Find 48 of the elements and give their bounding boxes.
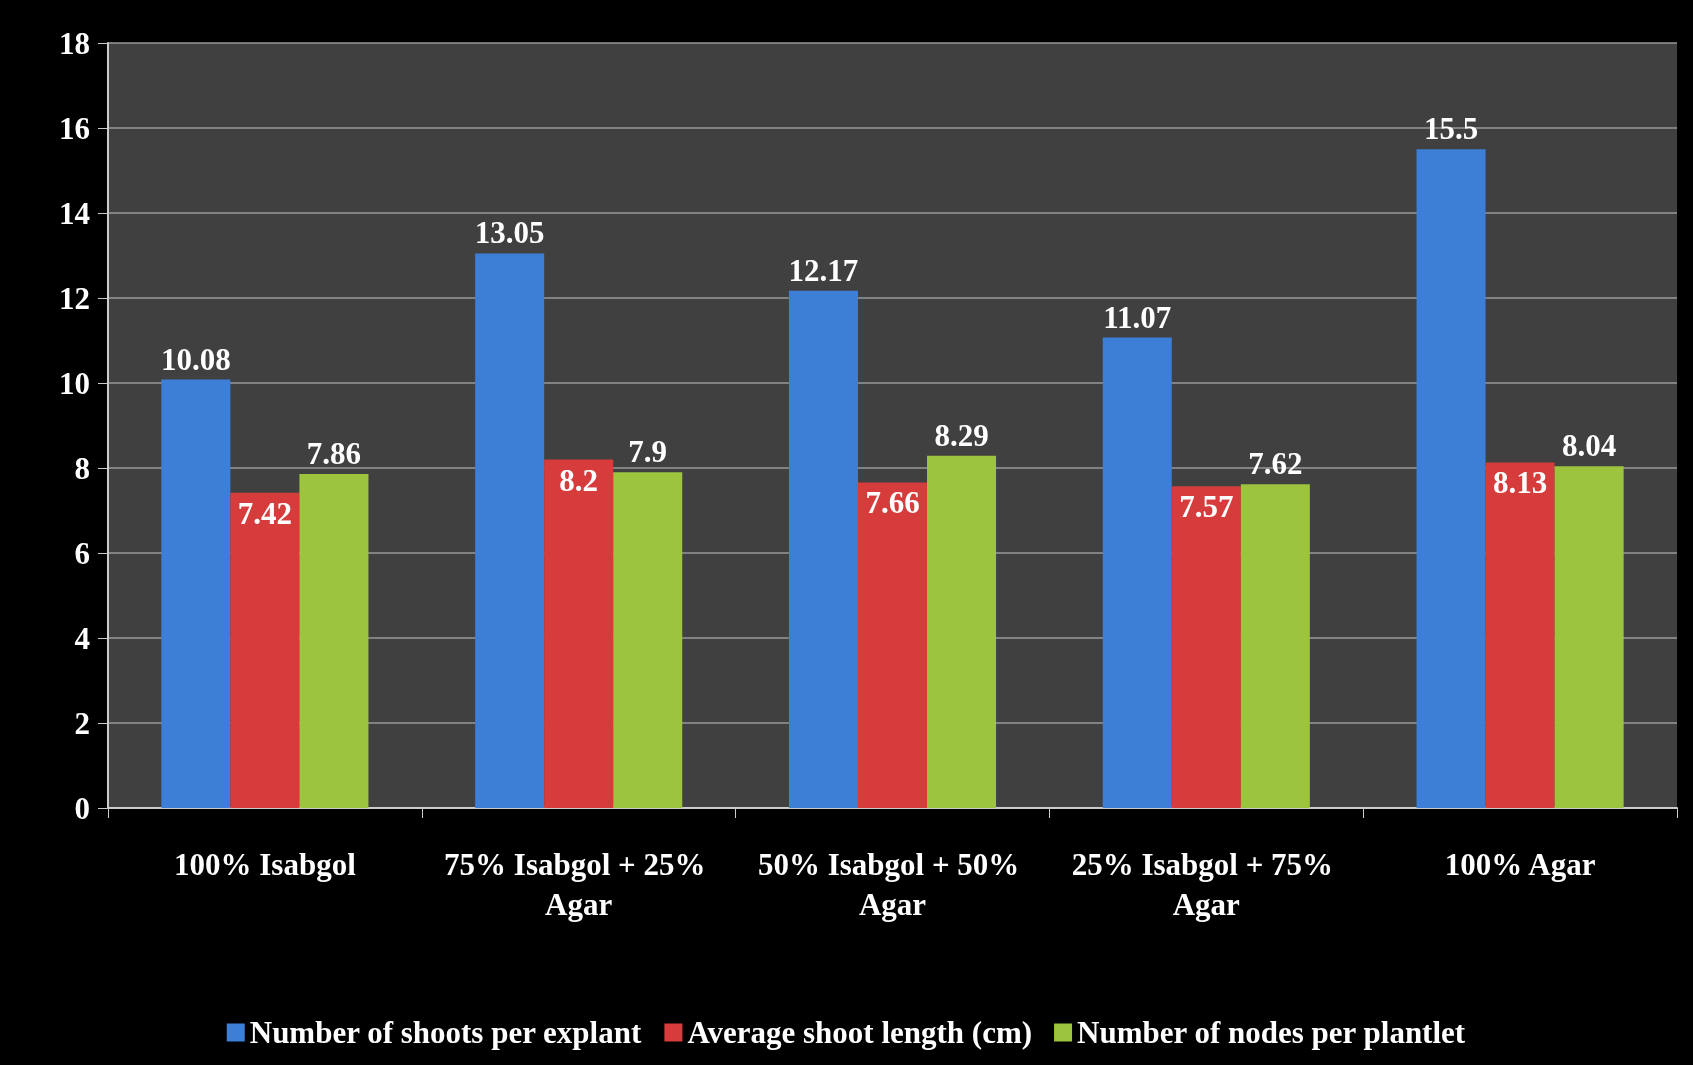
data-label: 8.2 (559, 462, 599, 498)
data-label: 7.86 (306, 435, 362, 471)
legend-label: Average shoot length (cm) (687, 1015, 1033, 1050)
x-tick-label: 25% Isabgol + 75% Agar (1071, 846, 1341, 922)
data-label: 7.9 (628, 434, 668, 470)
bar (1485, 462, 1555, 808)
bar (1554, 466, 1624, 808)
bar (1171, 486, 1241, 808)
data-label: 13.05 (474, 215, 545, 251)
y-tick-label: 10 (59, 365, 90, 401)
bar (475, 253, 545, 808)
data-label: 7.57 (1179, 489, 1234, 525)
y-tick-label: 14 (59, 195, 90, 231)
data-label: 12.17 (788, 252, 859, 288)
y-tick-label: 16 (59, 110, 90, 146)
bar (299, 473, 369, 808)
data-label: 7.42 (237, 495, 293, 531)
data-label: 7.62 (1248, 446, 1303, 482)
data-label: 10.08 (160, 341, 231, 377)
y-tick-label: 0 (74, 790, 90, 826)
data-label: 8.29 (934, 417, 989, 453)
data-label: 11.07 (1103, 299, 1172, 335)
y-tick-label: 2 (74, 705, 90, 741)
y-tick-label: 6 (74, 535, 90, 571)
x-tick-label: 100% Agar (1444, 846, 1596, 882)
bar (857, 482, 928, 808)
legend-label: Number of nodes per plantlet (1077, 1015, 1466, 1050)
data-label: 7.66 (865, 485, 920, 521)
bar (161, 379, 231, 808)
bar (230, 492, 300, 808)
bar (1240, 484, 1310, 808)
y-tick-label: 8 (74, 450, 90, 486)
y-tick-label: 12 (59, 280, 90, 316)
y-tick-label: 4 (74, 620, 90, 656)
x-tick-label: 75% Isabgol + 25% Agar (444, 846, 714, 922)
data-label: 8.04 (1562, 428, 1617, 464)
bar (1416, 149, 1486, 808)
y-tick-label: 18 (59, 25, 90, 61)
x-tick-label: 50% Isabgol + 50% Agar (757, 846, 1028, 922)
data-label: 8.13 (1492, 465, 1548, 501)
bar (788, 290, 858, 808)
x-tick-label: 100% Isabgol (174, 846, 357, 882)
legend-label: Number of shoots per explant (249, 1015, 642, 1050)
bar (927, 455, 997, 808)
bar (544, 459, 614, 808)
bar (613, 472, 683, 808)
bar (1102, 337, 1172, 808)
data-label: 15.5 (1423, 111, 1479, 147)
